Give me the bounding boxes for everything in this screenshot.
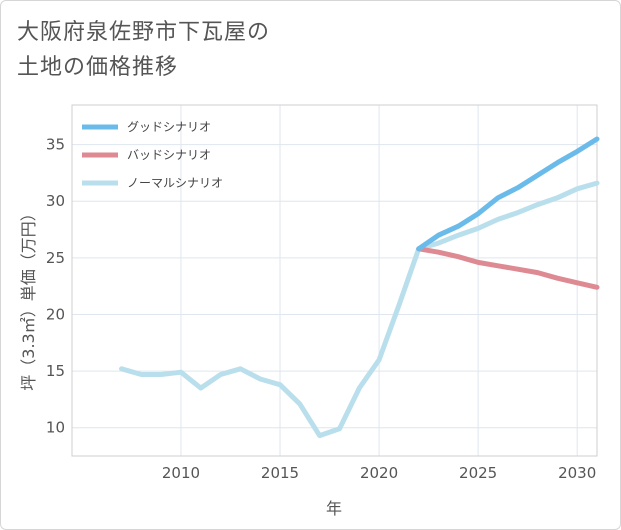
x-tick-label-2015: 2015 <box>261 464 299 482</box>
chart-title: 大阪府泉佐野市下瓦屋の 土地の価格推移 <box>17 15 270 85</box>
y-tick-label-20: 20 <box>46 305 65 323</box>
legend-label-normal: ノーマルシナリオ <box>127 176 223 190</box>
series-lines <box>119 136 600 439</box>
x-tick-label-2010: 2010 <box>162 464 200 482</box>
series-line-normal <box>119 180 600 439</box>
chart-title-line-1: 大阪府泉佐野市下瓦屋の <box>17 20 271 45</box>
series-line-good <box>416 136 600 252</box>
y-tick-label-30: 30 <box>46 192 65 210</box>
legend-label-bad: バッドシナリオ <box>127 148 211 162</box>
legend-item-bad[interactable]: バッドシナリオ <box>82 148 211 162</box>
legend-item-normal[interactable]: ノーマルシナリオ <box>82 176 223 190</box>
gridlines <box>72 105 597 456</box>
x-tick-label-2030: 2030 <box>558 464 596 482</box>
y-tick-label-10: 10 <box>46 419 65 437</box>
y-tick-labels: 10 15 20 25 30 35 <box>46 136 65 437</box>
x-tick-labels: 2010 2015 2020 2025 2030 <box>162 464 596 482</box>
chart-title-line-2: 土地の価格推移 <box>17 55 179 80</box>
y-tick-label-35: 35 <box>46 136 65 154</box>
plot-area-frame <box>71 104 598 457</box>
legend-label-good: グッドシナリオ <box>127 120 211 134</box>
x-tick-label-2025: 2025 <box>459 464 497 482</box>
series-line-bad <box>416 246 600 290</box>
x-tick-label-2020: 2020 <box>360 464 398 482</box>
y-tick-label-25: 25 <box>46 249 65 267</box>
y-axis-title: 坪（3.3㎡）単価（万円） <box>19 205 38 390</box>
x-axis-title: 年 <box>326 499 342 518</box>
y-tick-label-15: 15 <box>46 362 65 380</box>
legend-item-good[interactable]: グッドシナリオ <box>82 120 211 134</box>
